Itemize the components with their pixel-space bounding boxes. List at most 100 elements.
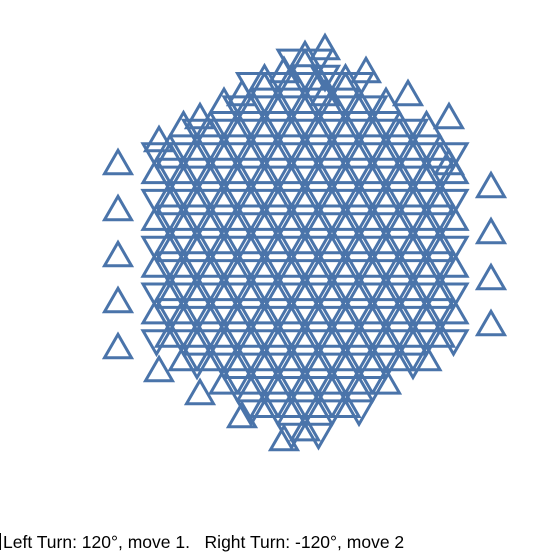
triangle — [167, 202, 200, 231]
triangle-grid — [101, 32, 508, 452]
triangle — [342, 273, 376, 302]
triangle — [194, 156, 227, 185]
triangle — [302, 343, 335, 372]
triangle — [356, 376, 389, 404]
triangle — [329, 376, 362, 404]
triangle — [275, 296, 308, 325]
triangle — [275, 156, 308, 185]
triangle — [248, 390, 281, 418]
triangle — [302, 95, 335, 124]
triangle — [396, 273, 430, 302]
triangle — [248, 109, 281, 138]
triangle — [167, 343, 200, 372]
triangle — [391, 78, 425, 107]
triangle — [329, 249, 362, 278]
triangle — [140, 202, 173, 231]
triangle — [302, 62, 335, 91]
triangle — [369, 226, 403, 255]
triangle — [474, 308, 508, 337]
triangle — [356, 188, 389, 217]
triangle — [423, 259, 457, 288]
triangle — [302, 282, 335, 311]
triangle — [383, 329, 416, 358]
triangle — [308, 78, 342, 107]
triangle — [153, 273, 187, 302]
triangle — [288, 72, 322, 100]
triangle — [194, 109, 227, 138]
triangle — [342, 399, 376, 428]
triangle — [207, 179, 241, 208]
triangle — [225, 78, 259, 107]
triangle — [221, 343, 254, 372]
triangle — [342, 72, 376, 100]
triangle — [207, 319, 241, 348]
triangle — [437, 329, 470, 358]
triangle — [302, 109, 335, 138]
triangle — [167, 188, 200, 217]
triangle — [288, 132, 322, 161]
triangle — [153, 319, 187, 348]
triangle — [288, 259, 322, 288]
triangle — [234, 165, 268, 194]
triangle — [302, 296, 335, 325]
triangle — [329, 109, 362, 138]
triangle — [288, 118, 322, 147]
triangle — [356, 296, 389, 325]
triangle — [437, 156, 470, 185]
triangle — [153, 305, 187, 334]
triangle — [153, 226, 187, 255]
triangle — [221, 156, 254, 185]
triangle — [261, 226, 295, 255]
triangle — [180, 179, 214, 208]
triangle — [329, 202, 362, 231]
triangle — [140, 329, 173, 358]
triangle — [207, 305, 241, 334]
triangle — [221, 282, 254, 311]
triangle — [315, 399, 349, 428]
triangle — [437, 282, 470, 311]
triangle — [423, 305, 457, 334]
triangle — [329, 329, 362, 358]
triangle — [261, 305, 295, 334]
triangle — [153, 179, 187, 208]
triangle — [288, 212, 322, 241]
triangle — [207, 273, 241, 302]
triangle — [101, 147, 135, 176]
triangle — [342, 226, 376, 255]
triangle — [221, 329, 254, 358]
triangle — [302, 142, 335, 171]
triangle — [234, 399, 268, 428]
triangle — [329, 156, 362, 185]
triangle — [153, 212, 187, 241]
triangle — [302, 48, 335, 77]
triangle — [342, 305, 376, 334]
triangle — [423, 212, 457, 241]
triangle — [207, 118, 241, 147]
triangle — [369, 305, 403, 334]
triangle — [101, 331, 135, 360]
triangle — [261, 86, 295, 114]
triangle — [410, 343, 443, 372]
triangle — [194, 188, 227, 217]
triangle — [288, 273, 322, 302]
triangle — [248, 376, 281, 404]
triangle — [410, 235, 443, 264]
triangle — [315, 179, 349, 208]
triangle — [356, 282, 389, 311]
triangle — [329, 188, 362, 217]
triangle — [194, 343, 227, 372]
triangle — [180, 132, 214, 161]
triangle — [261, 132, 295, 161]
triangle — [194, 202, 227, 231]
triangle — [437, 296, 470, 325]
triangle — [410, 329, 443, 358]
triangle — [261, 399, 295, 428]
triangle — [194, 249, 227, 278]
triangle — [315, 305, 349, 334]
triangle — [329, 62, 362, 91]
triangle — [248, 249, 281, 278]
triangle — [329, 390, 362, 418]
triangle — [261, 118, 295, 147]
triangle — [167, 249, 200, 278]
triangle — [396, 305, 430, 334]
